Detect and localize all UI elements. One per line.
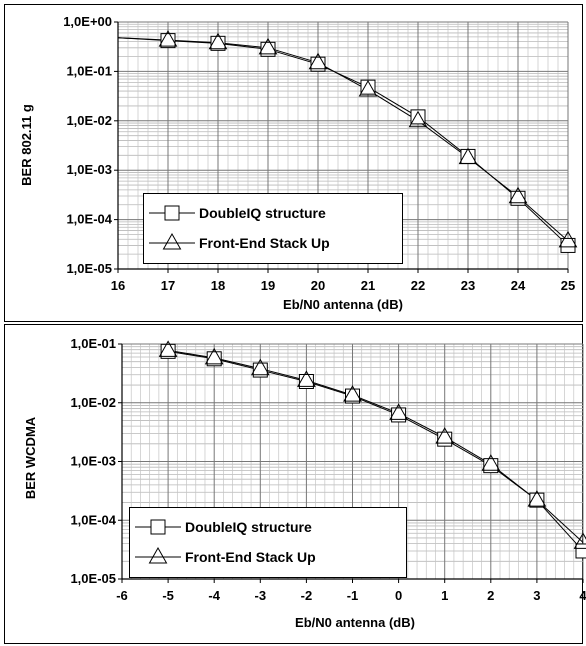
top-series-frontend — [117, 37, 569, 242]
bottom-y-tick-label: 1,0E-01 — [70, 336, 116, 351]
bottom-x-tick-label: -3 — [255, 588, 267, 603]
top-data-point — [308, 52, 328, 70]
top-markers-frontend — [158, 30, 578, 248]
bottom-y-axis-label: BER WCDMA — [23, 416, 38, 499]
bottom-x-tick-label: 3 — [533, 588, 540, 603]
top-data-point — [410, 109, 426, 125]
bottom-x-tick-label: 1 — [441, 588, 448, 603]
top-x-tick-label: 22 — [411, 278, 425, 293]
top-y-tick-label: 1,0E+00 — [63, 14, 112, 29]
bottom-x-tick-label: 4 — [579, 588, 586, 603]
bottom-data-point — [481, 454, 501, 471]
top-x-tick-label: 23 — [461, 278, 475, 293]
top-x-axis-label: Eb/N0 antenna (dB) — [283, 297, 403, 312]
top-chart-frame — [4, 4, 583, 322]
bottom-legend: DoubleIQ structure Front-End Stack Up — [129, 507, 407, 578]
top-y-tick-label: 1,0E-03 — [66, 162, 112, 177]
top-y-tick-label: 1,0E-02 — [66, 113, 112, 128]
top-data-point — [208, 32, 228, 50]
top-legend: DoubleIQ structure Front-End Stack Up — [143, 193, 403, 264]
top-legend-marker — [162, 232, 182, 250]
chart-802-11g-svg: 1,0E+00 1,0E-01 1,0E-02 1,0E-03 1,0E-04 1,0E-… — [4, 4, 583, 322]
bottom-data-point — [389, 403, 408, 420]
bottom-legend-box — [129, 507, 407, 578]
top-data-point — [508, 186, 528, 204]
bottom-series-line — [168, 350, 584, 552]
bottom-x-axis-label: Eb/N0 antenna (dB) — [295, 615, 415, 630]
bottom-series-line — [168, 349, 584, 543]
bottom-legend-label: DoubleIQ structure — [185, 519, 312, 535]
top-y-axis-label: BER 802.11 g — [19, 104, 34, 186]
top-y-tick-label: 1,0E-05 — [66, 261, 112, 276]
top-x-tick-label: 21 — [361, 278, 375, 293]
top-data-point — [560, 237, 576, 253]
top-data-point — [258, 37, 278, 55]
bottom-x-tick-label: 0 — [395, 588, 402, 603]
top-data-point — [358, 79, 378, 97]
bottom-data-point — [437, 431, 453, 447]
bottom-legend-marker — [150, 519, 166, 535]
bottom-x-tick-label: -4 — [208, 588, 220, 603]
top-data-point — [558, 230, 578, 248]
top-x-tick-label: 24 — [511, 278, 526, 293]
bottom-y-tick-label: 1,0E-05 — [70, 571, 116, 586]
bottom-x-tick-label: 2 — [487, 588, 494, 603]
bottom-data-point — [527, 490, 547, 507]
top-legend-label: DoubleIQ structure — [199, 205, 326, 221]
bottom-data-point — [435, 427, 455, 444]
top-legend-label: Front-End Stack Up — [199, 235, 330, 251]
bottom-x-tick-label: -1 — [347, 588, 359, 603]
bottom-x-tick-label: -2 — [301, 588, 313, 603]
top-x-tick-label: 25 — [561, 278, 575, 293]
bottom-data-point — [204, 347, 224, 365]
bottom-markers-frontend — [158, 340, 586, 549]
top-y-tick-label: 1,0E-04 — [66, 212, 112, 227]
bottom-y-tick-label: 1,0E-02 — [70, 395, 116, 410]
top-y-tick-label: 1,0E-01 — [66, 63, 112, 78]
top-x-tick-label: 17 — [161, 278, 175, 293]
bottom-data-point — [250, 358, 270, 376]
top-data-point — [408, 110, 428, 128]
top-x-tick-label: 18 — [211, 278, 225, 293]
top-x-tick-label: 16 — [111, 278, 125, 293]
top-data-point — [458, 147, 478, 165]
top-legend-marker — [164, 205, 180, 221]
top-legend-box — [143, 193, 403, 264]
bottom-chart-frame — [4, 324, 583, 644]
top-data-point — [158, 30, 178, 47]
bottom-series-frontend — [168, 349, 584, 543]
top-series-line — [117, 37, 569, 242]
top-data-point — [360, 79, 376, 95]
bottom-y-tick-label: 1,0E-04 — [70, 512, 116, 527]
bottom-legend-marker — [148, 546, 168, 564]
bottom-y-tick-label: 1,0E-03 — [70, 454, 116, 469]
top-x-tick-label: 20 — [311, 278, 325, 293]
bottom-data-point — [158, 340, 178, 357]
top-x-tick-label: 19 — [261, 278, 275, 293]
bottom-data-point — [297, 370, 316, 387]
chart-wcdma-svg: 1,0E-01 1,0E-02 1,0E-03 1,0E-04 1,0E-05-6 -5 -… — [4, 324, 586, 644]
bottom-x-tick-label: -5 — [162, 588, 174, 603]
bottom-data-point — [573, 532, 586, 549]
bottom-x-tick-label: -6 — [116, 588, 128, 603]
bottom-legend-label: Front-End Stack Up — [185, 549, 316, 565]
bottom-series-doubleiq — [168, 350, 584, 552]
bottom-data-point — [575, 543, 586, 559]
chart-802-11g: 1,0E+00 1,0E-01 1,0E-02 1,0E-03 1,0E-04 1,0E-… — [4, 4, 583, 322]
chart-wcdma: 1,0E-01 1,0E-02 1,0E-03 1,0E-04 1,0E-05 -6 -5 -… — [0, 324, 586, 646]
bottom-data-point — [343, 385, 362, 402]
